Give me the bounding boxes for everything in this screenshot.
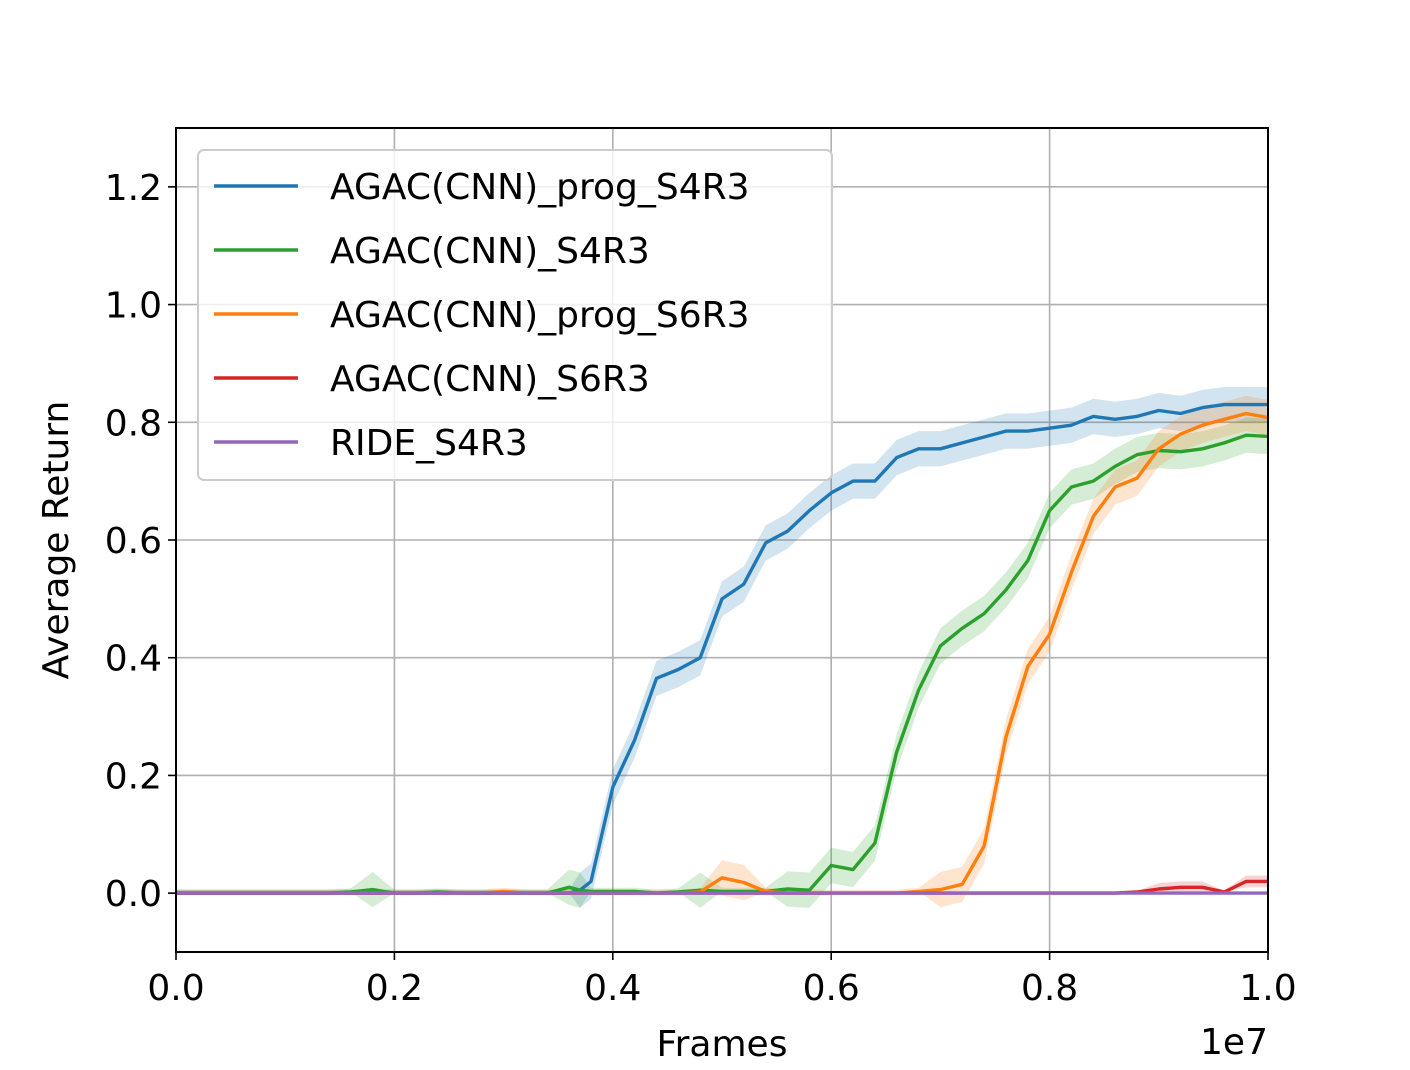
series-band [176, 395, 1268, 908]
legend-label: AGAC(CNN)_prog_S4R3 [330, 167, 750, 208]
y-tick-label: 1.0 [105, 286, 162, 327]
x-axis-label: Frames [657, 1024, 788, 1065]
x-tick-label: 0.2 [366, 968, 423, 1009]
y-tick-label: 1.2 [105, 168, 162, 209]
legend-box [197, 149, 833, 481]
x-tick-label: 0.4 [584, 968, 641, 1009]
x-tick-label: 1.0 [1239, 968, 1296, 1009]
x-axis-offset-label: 1e7 [1200, 1022, 1268, 1063]
x-tick-label: 0.0 [147, 968, 204, 1009]
legend-label: AGAC(CNN)_S6R3 [330, 359, 650, 400]
series-line [176, 433, 1269, 895]
y-axis-ticks: 0.0 0.2 0.4 0.6 0.8 1.0 1.2 [105, 168, 176, 915]
y-tick-label: 0.4 [105, 639, 162, 680]
series-lines [176, 402, 1269, 895]
y-tick-label: 0.0 [105, 874, 162, 915]
x-tick-label: 0.8 [1021, 968, 1078, 1009]
series-band [176, 417, 1268, 908]
legend-label: AGAC(CNN)_S4R3 [330, 231, 650, 272]
y-tick-label: 0.6 [105, 521, 162, 562]
y-tick-label: 0.2 [105, 756, 162, 797]
y-tick-label: 0.8 [105, 403, 162, 444]
y-axis-label: Average Return [36, 401, 77, 680]
legend-label: AGAC(CNN)_prog_S6R3 [330, 295, 750, 336]
legend-label: RIDE_S4R3 [330, 423, 528, 464]
legend: AGAC(CNN)_prog_S4R3 AGAC(CNN)_S4R3 AGAC(CN… [197, 149, 833, 481]
x-axis-ticks: 0.0 0.2 0.4 0.6 0.8 1.0 [147, 952, 1297, 1009]
x-tick-label: 0.6 [803, 968, 860, 1009]
